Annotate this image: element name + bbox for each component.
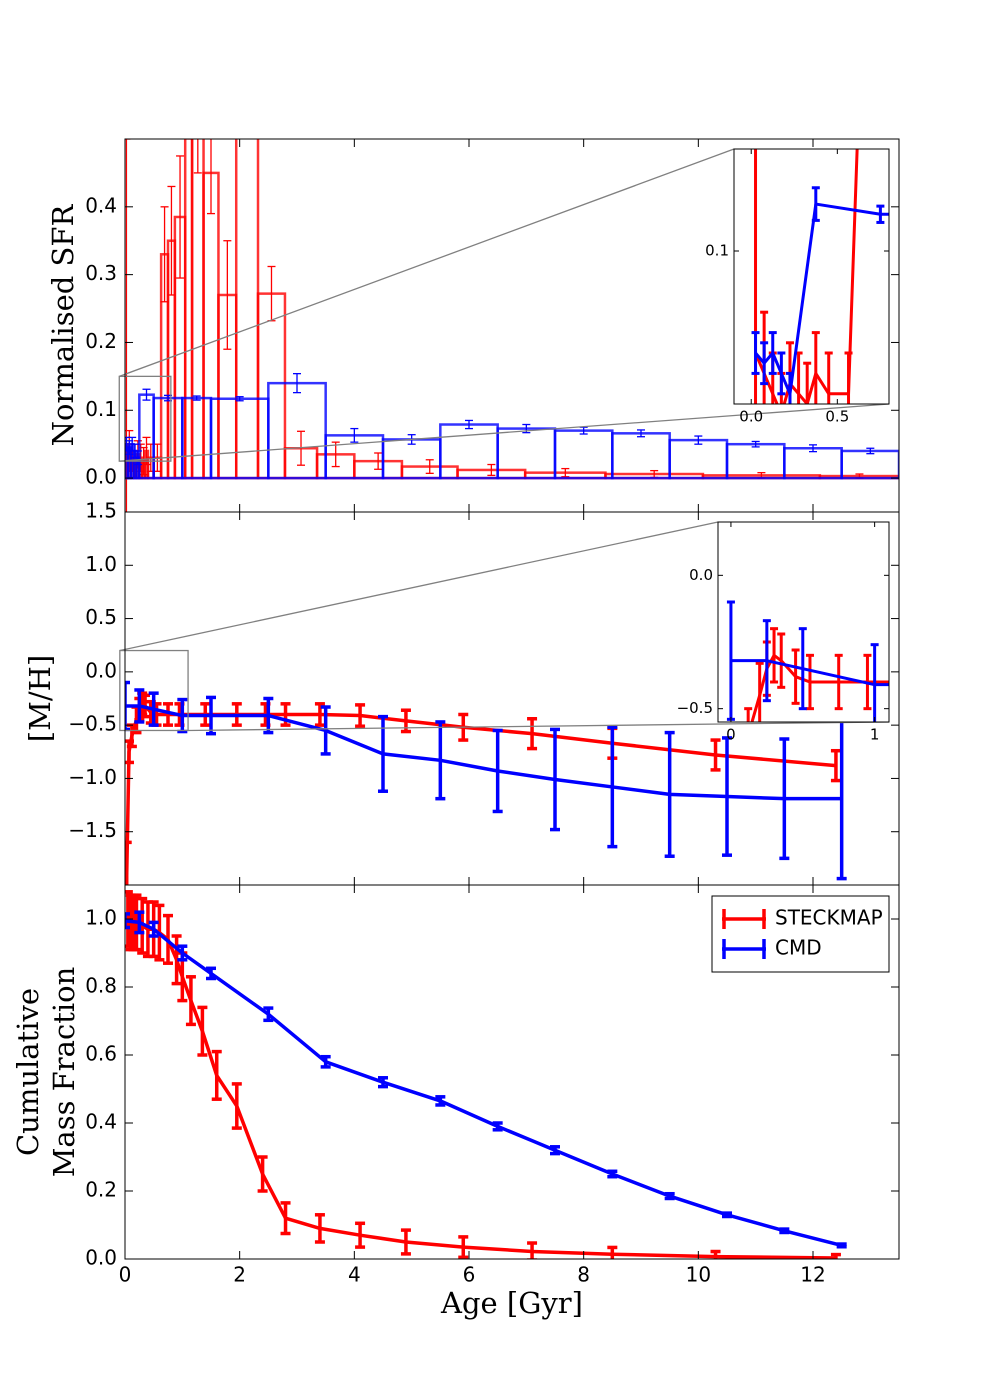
plot-area (125, 680, 847, 885)
inset-x-tick-label: 1 (870, 726, 880, 744)
series-line (754, 149, 859, 404)
inset-x-tick-label: 0.0 (739, 408, 763, 426)
y-tick-label: 1.5 (85, 499, 117, 523)
y-tick-label: 1.0 (85, 552, 117, 576)
y-tick-label: 0.8 (85, 974, 117, 998)
y-tick-label: 0.3 (85, 261, 117, 285)
legend-label: STECKMAP (775, 906, 883, 930)
histogram-bar (840, 449, 899, 480)
inset-plot (751, 149, 889, 404)
y-tick-label: 0.0 (85, 465, 117, 489)
histogram-bar (725, 442, 786, 480)
y-tick-label: 1.0 (85, 906, 117, 930)
y-axis-label: Cumulative (11, 988, 45, 1156)
inset-x-tick-label: 0.5 (825, 408, 849, 426)
zoom-connector (119, 521, 719, 652)
plot-area (125, 890, 847, 1259)
series-line (750, 653, 889, 722)
inset-background (734, 149, 889, 404)
legend: STECKMAP CMD (711, 895, 890, 973)
x-tick-label: 12 (800, 1263, 825, 1287)
y-tick-label: 0.6 (85, 1042, 117, 1066)
y-tick-label: 0.4 (85, 1110, 117, 1134)
x-tick-label: 10 (686, 1263, 711, 1287)
histogram-bar (234, 139, 260, 480)
y-axis-label: [M/H] (23, 655, 57, 742)
zoom-connector (119, 403, 890, 462)
histogram-bar (668, 438, 729, 480)
series-line (125, 918, 843, 1248)
legend-frame (711, 895, 890, 973)
inset-plot (726, 600, 889, 722)
y-tick-label: 0.0 (85, 1246, 117, 1270)
inset-y-tick-label: 0.1 (705, 242, 729, 260)
histogram-bar (553, 429, 614, 480)
histogram-bar (181, 396, 213, 480)
zoom-connector (119, 148, 735, 377)
y-tick-label: −1.0 (68, 765, 117, 789)
panel: 1.5 1.0 0.5 0.0 −0.5 −1.0 −1.5 [M/H] 0 1 0.0 −0.5 (23, 499, 900, 886)
y-axis-label: Normalised SFR (46, 203, 80, 446)
y-tick-label: −1.5 (68, 818, 117, 842)
x-axis-label: Age [Gyr] (440, 1286, 583, 1320)
y-tick-label: 0.0 (85, 658, 117, 682)
x-tick-label: 8 (577, 1263, 590, 1287)
y-tick-label: −0.5 (68, 712, 117, 736)
x-tick-label: 4 (348, 1263, 361, 1287)
axes-frame (124, 884, 900, 1260)
y-tick-label: 0.1 (85, 397, 117, 421)
y-tick-label: 0.2 (85, 1178, 117, 1202)
histogram-bar (611, 432, 671, 480)
y-tick-label: 0.5 (85, 605, 117, 629)
zoom-box (119, 649, 189, 732)
histogram-bar (190, 139, 205, 480)
y-axis-label: Mass Fraction (47, 967, 81, 1178)
histogram-bar (783, 447, 843, 480)
zoom-connector (188, 721, 890, 732)
panel: 0.0 0.2 0.4 0.6 0.8 1.0 0 2 4 6 8 10 12 Cumulative Mas… (11, 884, 900, 1320)
inset: 0.0 0.5 0.1 (705, 148, 890, 426)
inset-y-tick-label: 0.0 (689, 566, 713, 584)
y-tick-label: 0.2 (85, 329, 117, 353)
x-tick-label: 2 (233, 1263, 246, 1287)
x-tick-label: 6 (463, 1263, 476, 1287)
inset-x-tick-label: 0 (726, 726, 736, 744)
inset-frame (717, 521, 890, 723)
x-tick-label: 0 (119, 1263, 132, 1287)
inset-frame (733, 148, 890, 405)
inset-y-tick-label: −0.5 (677, 699, 713, 717)
series-line (125, 704, 842, 801)
y-tick-label: 0.4 (85, 193, 117, 217)
inset: 0 1 0.0 −0.5 (677, 521, 890, 744)
zoom-box (118, 375, 172, 462)
series-line (730, 659, 889, 687)
histogram-bar (381, 438, 442, 480)
legend-label: CMD (775, 936, 822, 960)
